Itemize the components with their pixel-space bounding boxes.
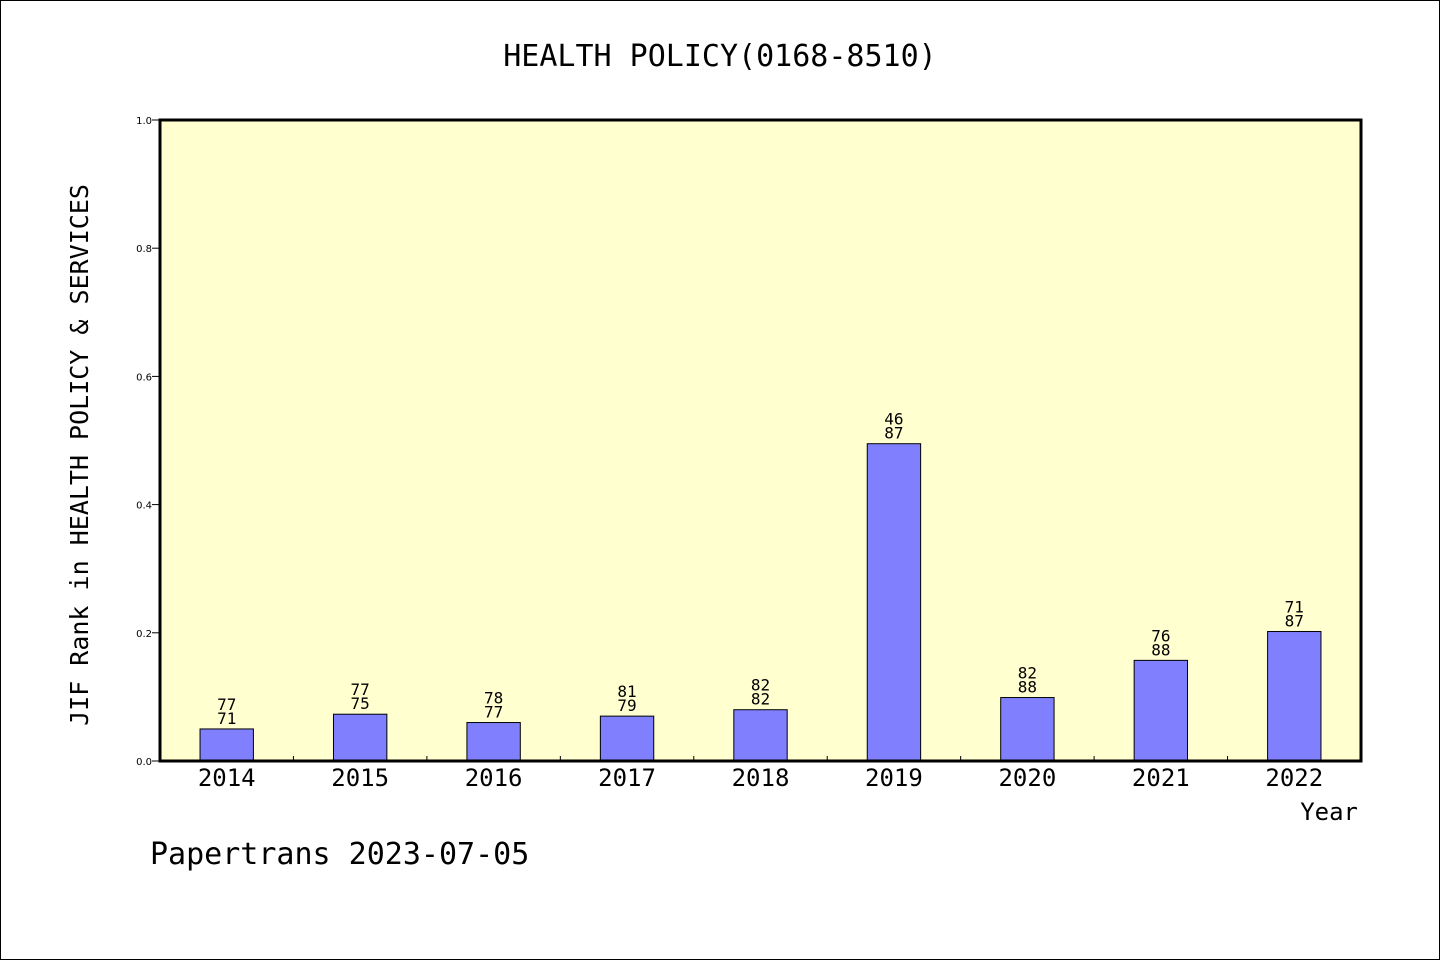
bar — [733, 709, 788, 762]
x-tick-label: 2019 — [865, 764, 923, 792]
bar-label-bottom: 77 — [484, 703, 503, 722]
bar-label-top: 71 — [1285, 598, 1304, 617]
credit-text: Papertrans 2023-07-05 — [150, 837, 529, 872]
plot-border — [158, 118, 1363, 763]
bar-label-bottom: 75 — [351, 694, 370, 713]
bar-label-top: 77 — [217, 695, 236, 714]
x-tick-label: 2020 — [998, 764, 1056, 792]
x-tick-label: 2018 — [732, 764, 790, 792]
x-tick-label: 2014 — [198, 764, 256, 792]
x-axis-ticks: 2014 2015 2016 2017 2018 2019 2020 2021 2022 — [198, 756, 1323, 792]
bar — [1267, 631, 1322, 762]
bar-label-top: 46 — [884, 410, 903, 429]
x-tick-label: 2016 — [465, 764, 523, 792]
bar — [599, 715, 655, 762]
plot-area — [160, 120, 1361, 761]
bar — [1000, 697, 1055, 762]
bar — [1133, 659, 1189, 762]
x-tick-label: 2022 — [1265, 764, 1323, 792]
bar-label-bottom: 88 — [1018, 678, 1037, 697]
bar-label-top: 82 — [751, 676, 770, 695]
y-tick-label: 0.0 — [136, 757, 152, 768]
bar-label-bottom: 87 — [884, 424, 903, 443]
bar-label-top: 81 — [617, 682, 636, 701]
bar-label-top: 76 — [1151, 626, 1170, 645]
bar-label-top: 82 — [1018, 664, 1037, 683]
bar — [199, 728, 254, 762]
bar — [466, 722, 521, 762]
bar-label-top: 78 — [484, 689, 503, 708]
x-tick-label: 2015 — [331, 764, 389, 792]
bar — [866, 443, 922, 762]
y-tick-label: 0.4 — [136, 501, 152, 512]
y-axis-title: JIF Rank in HEALTH POLICY & SERVICES — [65, 184, 94, 726]
x-tick-label: 2021 — [1132, 764, 1190, 792]
x-tick-label: 2017 — [598, 764, 656, 792]
x-axis-title: Year — [1300, 798, 1358, 826]
y-tick-label: 0.2 — [136, 629, 152, 640]
bar — [332, 713, 388, 762]
y-tick-label: 1.0 — [136, 116, 152, 127]
bar-label-bottom: 88 — [1151, 640, 1170, 659]
bar-series — [199, 443, 1322, 762]
y-tick-label: 0.8 — [136, 244, 152, 255]
bar-label-bottom: 87 — [1285, 612, 1304, 631]
bar-label-bottom: 71 — [217, 709, 236, 728]
y-tick-label: 0.6 — [136, 372, 152, 383]
bar-label-bottom: 79 — [617, 696, 636, 715]
chart-title: HEALTH POLICY(0168-8510) — [503, 39, 936, 74]
bar-label-bottom: 82 — [751, 690, 770, 709]
bar-label-top: 77 — [351, 680, 370, 699]
y-axis-ticks: 0.0 0.2 0.4 0.6 0.8 1.0 — [136, 116, 160, 768]
